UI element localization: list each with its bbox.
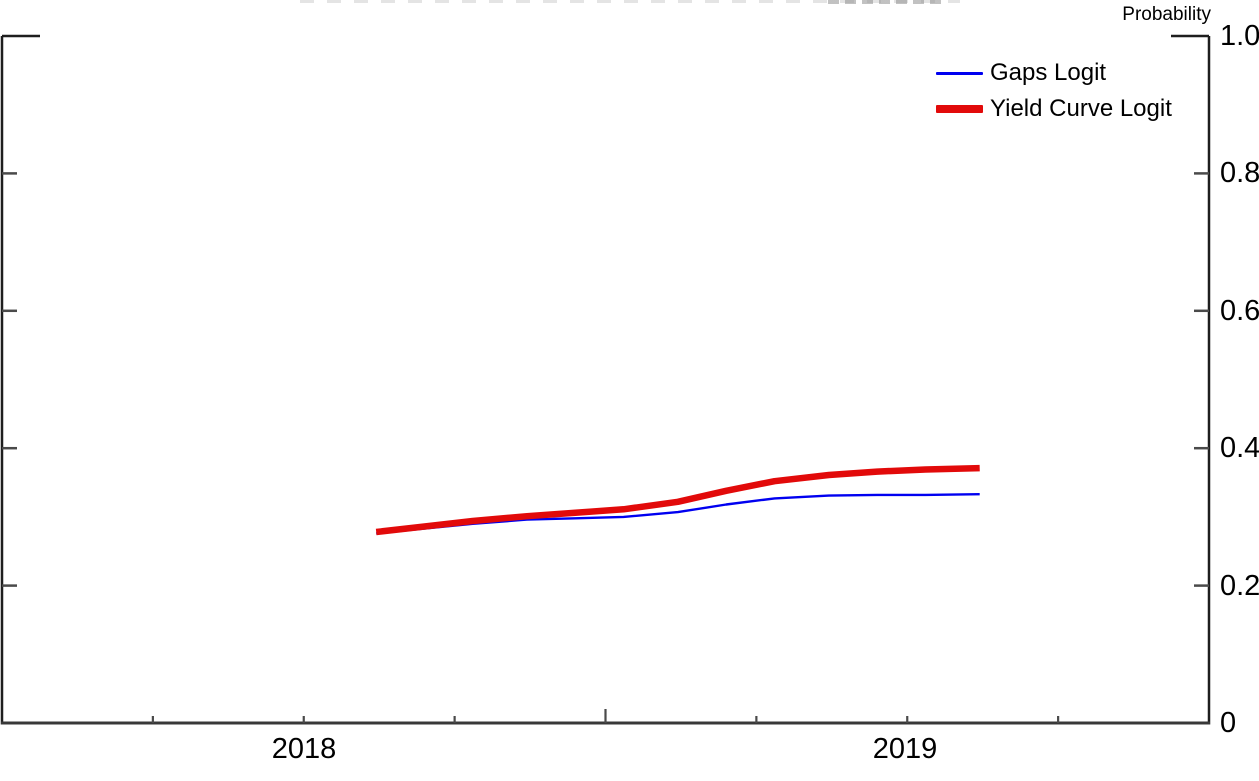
legend: Gaps Logit Yield Curve Logit xyxy=(936,58,1172,124)
x-axis-label-2019: 2019 xyxy=(872,733,938,765)
y-axis-tick-label-0.6: 0.6 xyxy=(1220,295,1259,327)
series-line-yield-curve-logit xyxy=(375,464,980,536)
y-axis-tick-label-0: 0 xyxy=(1220,707,1237,739)
y-axis-tick-label-0.2: 0.2 xyxy=(1220,570,1259,602)
y-axis-title: Probability xyxy=(1122,4,1211,25)
legend-label-gaps-logit: Gaps Logit xyxy=(990,59,1107,86)
clipped-title-remnant-dark xyxy=(828,0,946,4)
legend-item-gaps-logit: Gaps Logit xyxy=(936,58,1172,88)
legend-swatch-yield-curve-logit xyxy=(936,105,983,113)
legend-swatch-gaps-logit xyxy=(936,71,983,75)
legend-label-yield-curve-logit: Yield Curve Logit xyxy=(990,95,1172,122)
x-axis-label-2018: 2018 xyxy=(271,733,337,765)
clipped-title-remnant xyxy=(300,0,960,3)
y-axis-tick-label-0.8: 0.8 xyxy=(1220,157,1259,189)
y-axis-tick-label-1.0: 1.0 xyxy=(1220,20,1259,52)
legend-item-yield-curve-logit: Yield Curve Logit xyxy=(936,94,1172,124)
y-axis-tick-label-0.4: 0.4 xyxy=(1220,432,1259,464)
